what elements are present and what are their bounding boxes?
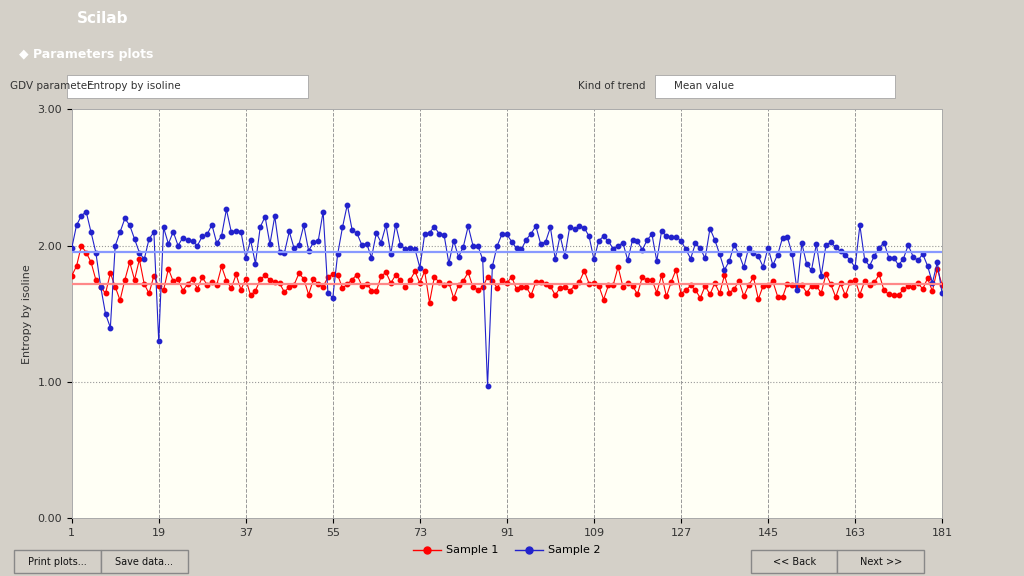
Text: Mean value: Mean value	[674, 81, 734, 92]
Text: Kind of trend: Kind of trend	[578, 81, 645, 92]
Text: Entropy by isoline: Entropy by isoline	[87, 81, 180, 92]
Text: Scilab: Scilab	[77, 11, 128, 26]
FancyBboxPatch shape	[838, 550, 924, 573]
Text: Print plots...: Print plots...	[29, 556, 87, 567]
Text: GDV parameter:: GDV parameter:	[9, 81, 94, 92]
FancyBboxPatch shape	[68, 75, 308, 98]
Text: << Back: << Back	[772, 556, 816, 567]
Text: Next >>: Next >>	[859, 556, 902, 567]
FancyBboxPatch shape	[101, 550, 187, 573]
FancyBboxPatch shape	[654, 75, 895, 98]
Y-axis label: Entropy by isoline: Entropy by isoline	[22, 264, 32, 364]
Legend: Sample 1, Sample 2: Sample 1, Sample 2	[409, 541, 605, 560]
Text: ◆ Parameters plots: ◆ Parameters plots	[19, 48, 154, 61]
FancyBboxPatch shape	[14, 550, 101, 573]
FancyBboxPatch shape	[751, 550, 838, 573]
Text: Save data...: Save data...	[116, 556, 173, 567]
